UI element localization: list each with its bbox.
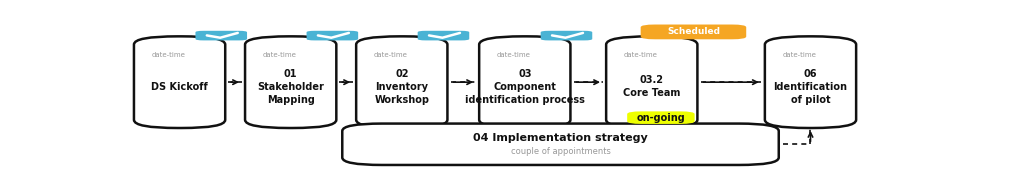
FancyBboxPatch shape — [541, 31, 592, 40]
Text: couple of appointments: couple of appointments — [511, 147, 610, 156]
Text: 03
Component
identification process: 03 Component identification process — [465, 69, 585, 105]
Text: date-time: date-time — [782, 52, 816, 58]
FancyBboxPatch shape — [418, 31, 469, 40]
Text: 04 Implementation strategy: 04 Implementation strategy — [473, 133, 648, 143]
Text: 06
Identification
of pilot: 06 Identification of pilot — [773, 69, 848, 105]
FancyBboxPatch shape — [245, 36, 336, 128]
FancyBboxPatch shape — [342, 124, 778, 165]
Text: date-time: date-time — [374, 52, 408, 58]
Text: 03.2
Core Team: 03.2 Core Team — [623, 75, 681, 98]
FancyBboxPatch shape — [479, 36, 570, 128]
Text: date-time: date-time — [263, 52, 297, 58]
FancyBboxPatch shape — [641, 25, 746, 39]
FancyBboxPatch shape — [196, 31, 247, 40]
Text: 02
Inventory
Workshop: 02 Inventory Workshop — [375, 69, 429, 105]
Text: date-time: date-time — [152, 52, 185, 58]
Text: on-going: on-going — [637, 113, 685, 123]
FancyBboxPatch shape — [306, 31, 358, 40]
FancyBboxPatch shape — [134, 36, 225, 128]
Text: 01
Stakeholder
Mapping: 01 Stakeholder Mapping — [257, 69, 325, 105]
Text: Scheduled: Scheduled — [667, 27, 720, 36]
Text: date-time: date-time — [497, 52, 530, 58]
Text: DS Kickoff: DS Kickoff — [152, 82, 208, 92]
FancyBboxPatch shape — [606, 36, 697, 128]
FancyBboxPatch shape — [627, 111, 694, 124]
FancyBboxPatch shape — [765, 36, 856, 128]
FancyBboxPatch shape — [356, 36, 447, 128]
Text: date-time: date-time — [624, 52, 657, 58]
